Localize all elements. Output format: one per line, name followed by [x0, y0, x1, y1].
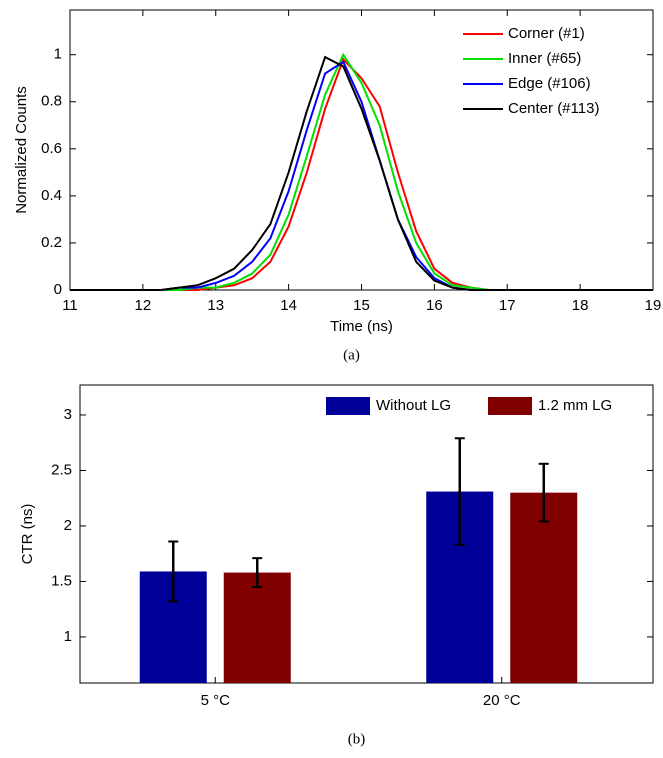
legend-label: 1.2 mm LG	[538, 397, 612, 414]
x-tick-label: 15	[353, 297, 370, 314]
legend-label: Corner (#1)	[508, 25, 585, 42]
x-tick-label: 14	[280, 297, 297, 314]
plot-area	[69, 9, 654, 291]
x-tick-label: 12	[135, 297, 152, 314]
x-tick-label: 13	[207, 297, 224, 314]
y-tick-label: 0.8	[41, 93, 62, 110]
legend-swatch	[488, 397, 532, 415]
y-tick-label: 1	[54, 46, 62, 63]
legend-label: Without LG	[376, 397, 451, 414]
y-axis-label: CTR (ns)	[19, 504, 36, 565]
legend-label: Inner (#65)	[508, 50, 581, 67]
y-tick-label: 0.6	[41, 140, 62, 157]
legend-label: Center (#113)	[508, 100, 599, 117]
legend-label: Edge (#106)	[508, 75, 591, 92]
x-tick-label: 17	[499, 297, 516, 314]
caption: (a)	[343, 347, 360, 363]
y-tick-label: 0.4	[41, 187, 62, 204]
x-axis-label: Time (ns)	[330, 318, 393, 335]
x-tick-label: 16	[426, 297, 443, 314]
x-tick-label: 20 °C	[483, 692, 521, 709]
x-tick-label: 18	[572, 297, 589, 314]
x-tick-label: 5 °C	[201, 692, 231, 709]
y-tick-label: 1.5	[51, 572, 72, 589]
y-tick-label: 0.2	[41, 234, 62, 251]
x-tick-label: 11	[62, 297, 78, 314]
bar	[510, 492, 578, 683]
line	[70, 55, 653, 291]
legend-swatch	[326, 397, 370, 415]
y-tick-label: 3	[64, 406, 72, 423]
bar	[223, 572, 291, 683]
caption: (b)	[348, 731, 366, 747]
y-tick-label: 2	[64, 517, 72, 534]
y-tick-label: 2.5	[51, 461, 72, 478]
y-tick-label: 0	[54, 281, 62, 298]
x-tick-label: 19	[645, 297, 662, 314]
y-axis-label: Normalized Counts	[13, 86, 30, 214]
y-tick-label: 1	[64, 628, 72, 645]
